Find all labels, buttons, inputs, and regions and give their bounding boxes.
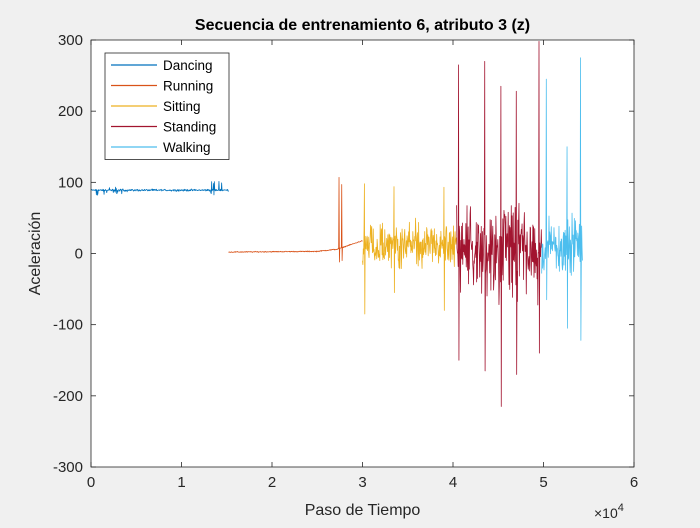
- y-tick-label: -100: [53, 317, 83, 334]
- legend-label: Dancing: [163, 58, 213, 73]
- x-axis: 0 1 2 3 4 5 6: [87, 40, 638, 491]
- chart-title: Secuencia de entrenamiento 6, atributo 3…: [195, 17, 530, 34]
- legend-label: Walking: [163, 140, 211, 155]
- series-layer: [91, 41, 583, 407]
- legend-item-running: Running: [111, 79, 213, 94]
- x-tick-label: 0: [87, 474, 95, 491]
- x-tick-label: 2: [268, 474, 276, 491]
- y-tick-label: 200: [58, 103, 83, 120]
- x-axis-label: Paso de Tiempo: [305, 502, 421, 519]
- y-tick-label: 100: [58, 174, 83, 191]
- series-line-walking: [541, 57, 583, 341]
- y-axis: 300 200 100 0 -100 -200 -300: [53, 32, 634, 476]
- x-tick-label: 3: [358, 474, 366, 491]
- legend-item-standing: Standing: [111, 120, 216, 135]
- series-line-sitting: [362, 183, 457, 315]
- legend-label: Sitting: [163, 99, 201, 114]
- x-tick-label: 6: [630, 474, 638, 491]
- x-tick-label: 5: [539, 474, 547, 491]
- y-tick-label: -200: [53, 388, 83, 405]
- y-tick-label: 0: [75, 246, 83, 263]
- series-line-running: [228, 176, 363, 263]
- y-tick-label: -300: [53, 459, 83, 476]
- y-axis-label: Aceleración: [27, 212, 44, 296]
- x-tick-label: 4: [449, 474, 457, 491]
- x-axis-exponent-base: ×10: [594, 505, 618, 521]
- legend-label: Standing: [163, 120, 216, 135]
- legend-item-dancing: Dancing: [111, 58, 213, 73]
- legend-item-walking: Walking: [111, 140, 211, 155]
- series-line-dancing: [91, 180, 229, 196]
- legend-label: Running: [163, 79, 213, 94]
- x-axis-exponent-power: 4: [618, 502, 624, 514]
- series-line-standing: [456, 41, 543, 407]
- legend: Dancing Running Sitting Standing Walking: [104, 52, 230, 160]
- x-axis-exponent: ×104: [594, 502, 624, 521]
- x-tick-label: 1: [177, 474, 185, 491]
- legend-item-sitting: Sitting: [111, 99, 201, 114]
- y-tick-label: 300: [58, 32, 83, 49]
